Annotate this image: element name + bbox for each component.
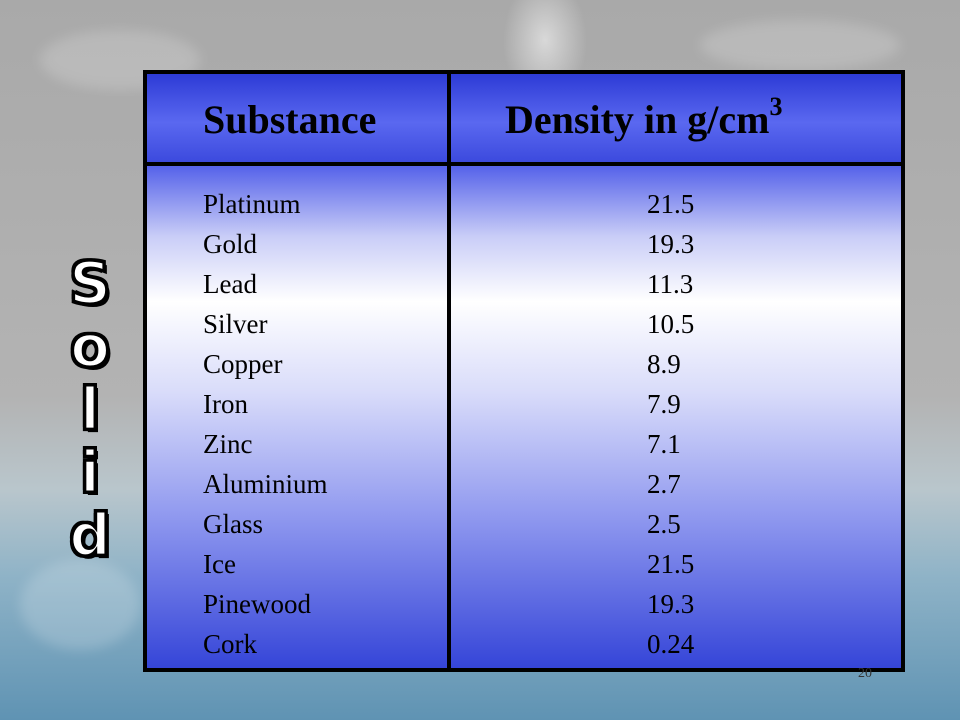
substance-cell: Platinum — [203, 189, 301, 219]
table-body — [147, 166, 901, 668]
background-texture — [700, 20, 900, 70]
table-header-row: Substance Density in g/cm3 — [147, 74, 901, 162]
density-cell: 21.5 — [647, 189, 695, 219]
density-cell: 7.9 — [647, 389, 681, 419]
header-substance: Substance — [203, 97, 377, 142]
header-divider — [147, 162, 901, 166]
header-density-superscript: 3 — [769, 92, 783, 121]
solid-vertical-label: S o l i d — [50, 249, 130, 569]
substance-cell: Cork — [203, 629, 257, 659]
density-cell: 21.5 — [647, 549, 695, 579]
substance-cell: Gold — [203, 229, 257, 259]
density-cell: 19.3 — [647, 589, 695, 619]
density-column: 21.5 19.3 11.3 10.5 8.9 7.9 7.1 2.7 2.5 … — [647, 184, 694, 664]
density-cell: 0.24 — [647, 629, 695, 659]
page-number: 20 — [858, 666, 872, 681]
solid-letter: i — [79, 438, 102, 506]
substance-cell: Iron — [203, 389, 248, 419]
solid-letter: l — [79, 375, 102, 443]
density-cell: 2.5 — [647, 509, 681, 539]
header-density: Density in g/cm3 — [505, 94, 782, 143]
header-density-text: Density in g/cm — [505, 97, 770, 142]
substance-cell: Lead — [203, 269, 257, 299]
substance-cell: Glass — [203, 509, 263, 539]
density-cell: 10.5 — [647, 309, 695, 339]
substance-cell: Zinc — [203, 429, 253, 459]
density-cell: 19.3 — [647, 229, 695, 259]
solid-letter: S — [68, 249, 113, 317]
background-texture — [20, 560, 140, 650]
substance-cell: Pinewood — [203, 589, 311, 619]
solid-letter: o — [69, 312, 112, 380]
density-cell: 11.3 — [647, 269, 694, 299]
density-cell: 8.9 — [647, 349, 681, 379]
substance-cell: Aluminium — [203, 469, 328, 499]
density-table: Substance Density in g/cm3 Platinum Gold… — [143, 70, 905, 672]
density-cell: 7.1 — [647, 429, 681, 459]
substance-column: Platinum Gold Lead Silver Copper Iron Zi… — [203, 184, 328, 664]
substance-cell: Copper — [203, 349, 283, 379]
density-cell: 2.7 — [647, 469, 681, 499]
solid-letter: d — [68, 501, 113, 569]
substance-cell: Ice — [203, 549, 236, 579]
substance-cell: Silver — [203, 309, 268, 339]
column-divider — [447, 74, 451, 668]
